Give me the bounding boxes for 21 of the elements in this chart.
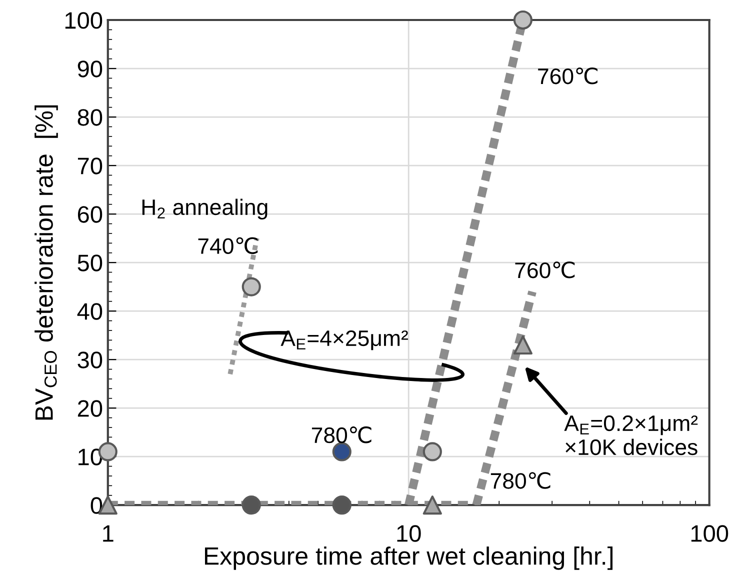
y-tick-label: 100 xyxy=(65,12,102,29)
annotation: H$_{2}$ annealing xyxy=(142,198,268,220)
annotation: A$_{E}$=0.2×1μm² ×10K devices xyxy=(564,415,698,456)
y-tick-label: 70 xyxy=(78,158,102,174)
y-tick-label: 90 xyxy=(78,60,102,78)
x-tick-label: 100 xyxy=(691,525,728,542)
y-tick-label: 20 xyxy=(78,400,102,417)
annotation: 760℃ xyxy=(538,67,598,84)
x-tick-label: 10 xyxy=(397,525,421,542)
annotation: 780℃ xyxy=(312,426,372,444)
x-axis-title: Exposure time after wet cleaning [hr.] xyxy=(205,546,612,570)
y-tick-label: 80 xyxy=(78,109,102,126)
y-tick-label: 40 xyxy=(77,303,102,320)
x-tick-label: 1 xyxy=(103,525,114,542)
y-tick-label: 30 xyxy=(78,352,102,368)
annotation: 760℃ xyxy=(515,262,575,278)
y-tick-label: 60 xyxy=(78,206,102,223)
annotation: 780℃ xyxy=(490,472,550,489)
y-tick-label: 50 xyxy=(78,254,102,272)
y-axis-title: BV$_{CEO}$ deterioration rate [%] xyxy=(34,105,58,420)
annotation: 740℃ xyxy=(198,237,258,254)
